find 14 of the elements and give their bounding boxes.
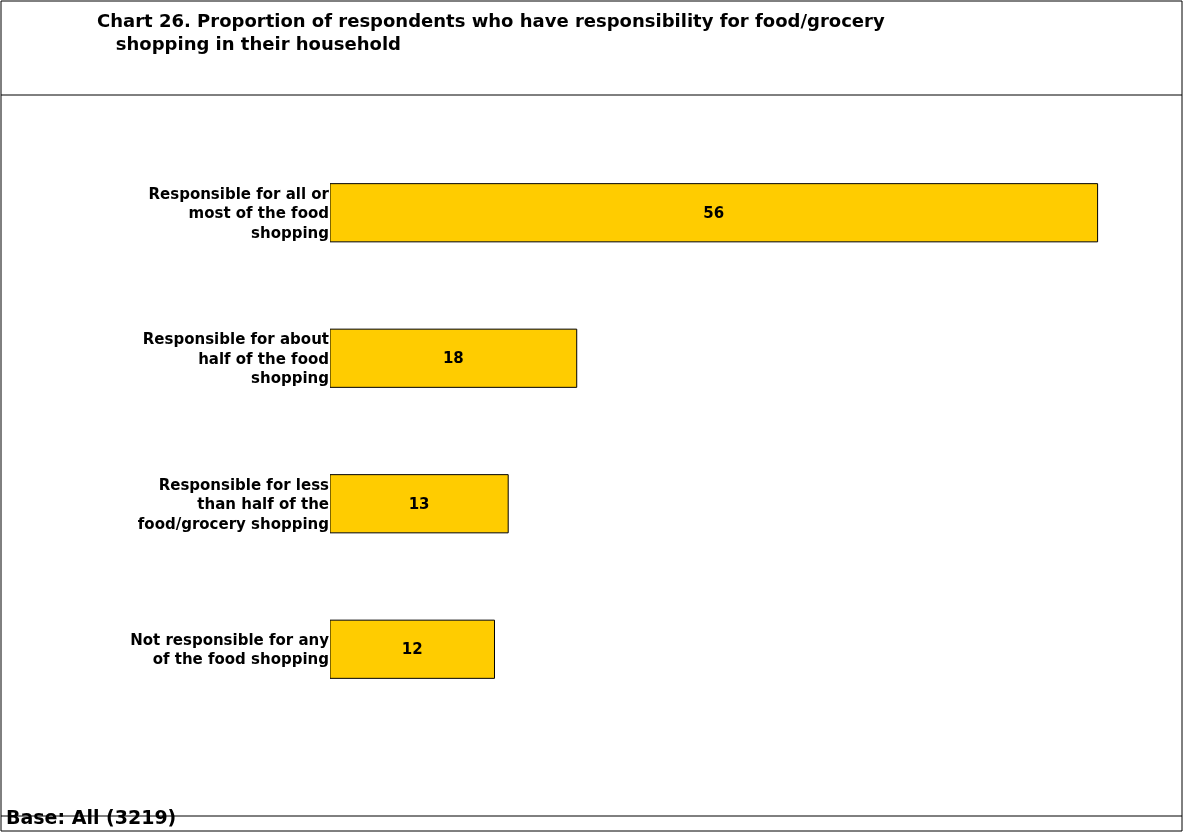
chart-title: Chart 26. Proportion of respondents who have responsibility for food/grocery shopping in their household <box>97 10 885 55</box>
data-label: 13 <box>408 494 430 513</box>
y-tick-label: Responsible for less than half of the food/grocery shopping <box>137 475 330 533</box>
data-label: 12 <box>401 640 423 659</box>
data-label: 56 <box>703 203 725 222</box>
bar <box>330 183 1099 243</box>
data-label: 18 <box>442 349 464 368</box>
y-tick-label: Responsible for all or most of the food shopping <box>148 184 330 242</box>
y-tick-label: Not responsible for any of the food shopping <box>130 630 330 669</box>
y-tick-label: Responsible for about half of the food shopping <box>142 330 329 387</box>
bar <box>330 619 495 679</box>
bar <box>330 474 509 534</box>
text: Base: All (3219) <box>6 806 177 828</box>
bar <box>330 328 578 388</box>
